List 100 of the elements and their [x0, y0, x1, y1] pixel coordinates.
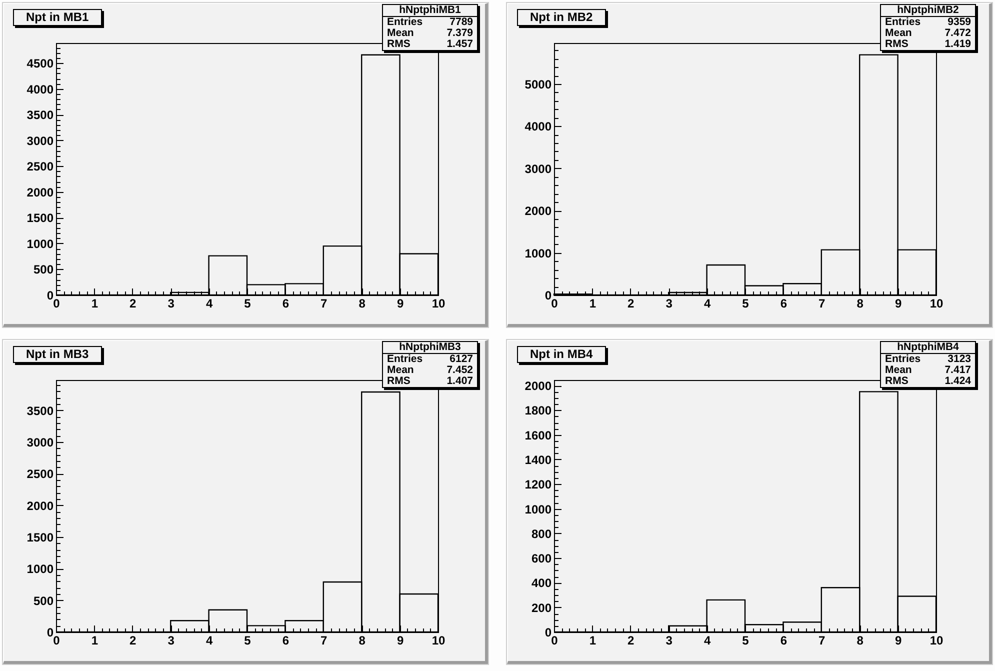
x-tick-label: 4 [704, 296, 711, 310]
x-tick-label: 7 [320, 296, 328, 310]
y-tick-label: 1000 [26, 562, 54, 576]
y-tick-label: 400 [531, 576, 552, 590]
text: hNptphiMB4 [881, 341, 975, 354]
annotation: RMS [885, 38, 908, 50]
text: 7789 [450, 16, 473, 28]
x-tick-label: 3 [168, 296, 175, 310]
x-tick-label: 9 [396, 634, 404, 648]
x-tick-label: 1 [91, 296, 98, 310]
x-tick-label: 3 [666, 634, 673, 648]
text: Mean [387, 27, 414, 39]
x-tick-label: 2 [628, 634, 635, 648]
y-tick-label: 1600 [524, 428, 552, 442]
y-tick-label: 800 [531, 526, 552, 541]
y-tick-label: 3500 [26, 404, 54, 418]
x-tick-label: 4 [206, 634, 213, 648]
text: Mean [387, 364, 414, 376]
y-tick-label: 1500 [26, 530, 54, 545]
chart-title: Npt in MB1 [13, 9, 102, 26]
x-tick-label: 7 [818, 296, 826, 310]
y-tick-label: 4500 [26, 56, 54, 71]
x-tick-label: 10 [930, 296, 944, 310]
text: 1.424 [944, 375, 971, 387]
y-tick-label: 200 [531, 600, 552, 615]
x-tick-label: 6 [282, 634, 290, 648]
text: Entries [885, 353, 921, 365]
text: 7.452 [446, 364, 473, 376]
y-tick-label: 1400 [524, 452, 552, 467]
text: Mean [885, 27, 912, 39]
text: 1.407 [446, 375, 473, 387]
x-tick-label: 6 [780, 296, 788, 310]
x-tick-label: 5 [244, 634, 252, 648]
text: 7.379 [446, 27, 473, 39]
x-tick-label: 8 [856, 296, 864, 310]
y-tick-label: 2000 [26, 185, 54, 200]
y-tick-label: 5000 [524, 77, 552, 92]
y-tick-label: 2000 [26, 498, 54, 513]
y-tick-label: 3000 [26, 134, 54, 148]
text: Entries [387, 353, 423, 365]
y-tick-label: 3500 [26, 108, 54, 122]
x-tick-label: 6 [780, 634, 788, 648]
text: Mean [885, 364, 912, 376]
x-tick-label: 1 [589, 634, 596, 648]
x-tick-label: 2 [130, 296, 137, 310]
y-tick-label: 2000 [524, 379, 552, 394]
x-tick-label: 8 [856, 634, 864, 648]
x-tick-label: 10 [432, 296, 446, 310]
y-tick-label: 1800 [524, 404, 552, 418]
x-tick-label: 9 [894, 296, 902, 310]
text: hNptphiMB3 [383, 341, 477, 354]
text: 1.457 [446, 38, 473, 50]
text: 7.417 [944, 364, 971, 376]
text: 9359 [948, 16, 971, 28]
x-tick-label: 3 [666, 296, 673, 310]
y-tick-label: 1000 [26, 236, 54, 251]
text: 3123 [948, 353, 971, 365]
y-tick-label: 4000 [524, 120, 552, 134]
x-tick-label: 7 [818, 634, 826, 648]
text: Entries [387, 16, 423, 28]
x-tick-label: 2 [130, 634, 137, 648]
annotation: RMS [885, 375, 908, 387]
x-tick-label: 4 [206, 296, 213, 310]
x-tick-label: 8 [358, 634, 366, 648]
y-tick-label: 2500 [26, 467, 54, 482]
text: 6127 [450, 353, 473, 365]
x-tick-label: 4 [704, 634, 711, 648]
x-tick-label: 2 [628, 296, 635, 310]
y-tick-label: 500 [33, 594, 54, 608]
x-tick-label: 6 [282, 296, 290, 310]
y-tick-label: 4000 [26, 82, 54, 96]
y-tick-label: 3000 [26, 436, 54, 450]
y-tick-label: 500 [33, 262, 54, 277]
chart-title: Npt in MB2 [517, 9, 606, 26]
x-tick-label: 8 [358, 296, 366, 310]
x-tick-label: 5 [742, 634, 750, 648]
y-tick-label: 2000 [524, 204, 552, 218]
x-tick-label: 9 [894, 634, 902, 648]
y-tick-label: 3000 [524, 162, 552, 176]
x-tick-label: 3 [168, 634, 175, 648]
y-tick-label: 1000 [524, 246, 552, 260]
x-tick-label: 1 [589, 296, 596, 310]
text: 7.472 [944, 27, 971, 39]
y-tick-label: 1000 [524, 502, 552, 516]
x-tick-label: 5 [742, 296, 750, 310]
x-tick-label: 10 [930, 634, 944, 648]
x-tick-label: 9 [396, 296, 404, 310]
annotation: RMS [387, 38, 410, 50]
text: 1.419 [944, 38, 971, 50]
chart-title: Npt in MB3 [13, 346, 102, 363]
x-tick-label: 10 [432, 634, 446, 648]
text: hNptphiMB1 [383, 4, 477, 17]
y-tick-label: 2500 [26, 160, 54, 174]
x-tick-label: 7 [320, 634, 328, 648]
x-tick-label: 1 [91, 634, 98, 648]
text: hNptphiMB2 [881, 4, 975, 17]
text: Entries [885, 16, 921, 28]
y-tick-label: 1200 [524, 478, 552, 492]
x-tick-label: 5 [244, 296, 252, 310]
y-tick-label: 1500 [26, 211, 54, 226]
